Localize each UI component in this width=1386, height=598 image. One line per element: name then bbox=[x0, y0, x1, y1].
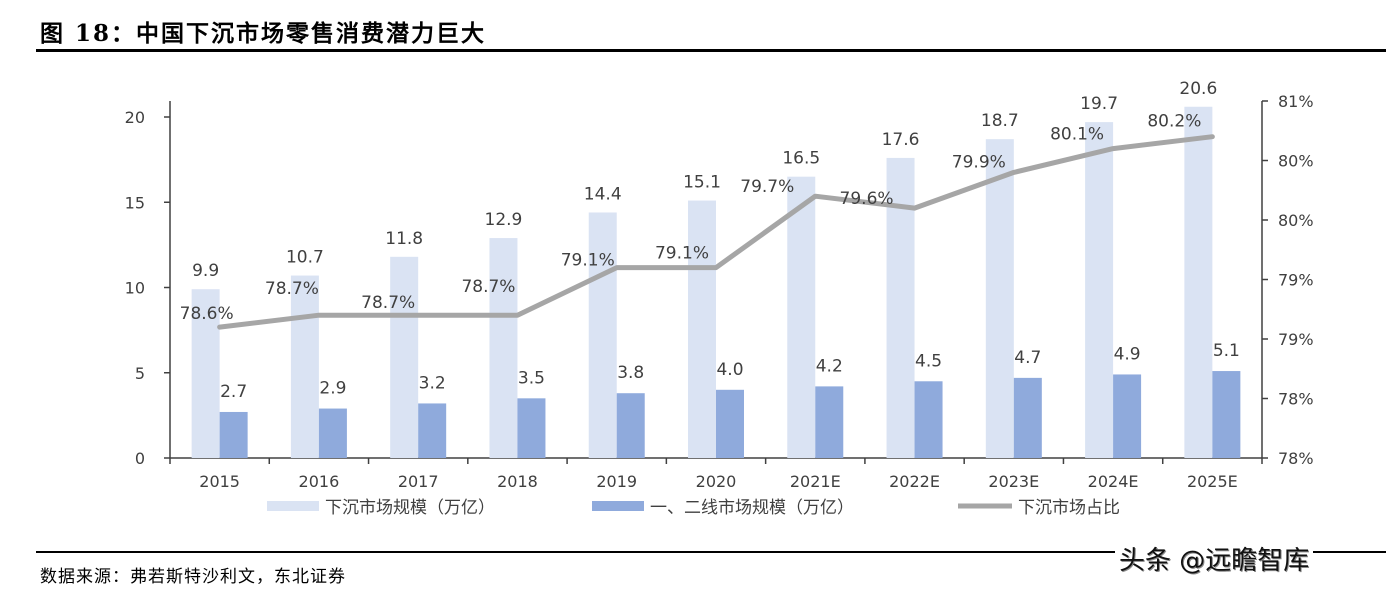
left-tick-label: 0 bbox=[135, 449, 145, 468]
bar-tier12 bbox=[616, 393, 645, 458]
bar-downmarket bbox=[290, 275, 319, 458]
line-label-share: 80.2% bbox=[1147, 112, 1201, 132]
line-label-share: 79.7% bbox=[740, 177, 794, 197]
bar-label-downmarket: 12.9 bbox=[485, 210, 523, 230]
bar-tier12 bbox=[318, 408, 347, 458]
bar-label-downmarket: 17.6 bbox=[882, 130, 920, 150]
bar-label-tier12: 2.7 bbox=[220, 382, 247, 402]
bar-downmarket bbox=[787, 176, 816, 459]
figure-title: 图 18：中国下沉市场零售消费潜力巨大 bbox=[40, 20, 487, 47]
right-tick-label: 79% bbox=[1278, 330, 1314, 349]
bar-label-downmarket: 16.5 bbox=[782, 149, 820, 169]
x-tick-label: 2023E bbox=[988, 472, 1039, 491]
bar-label-downmarket: 15.1 bbox=[683, 173, 721, 193]
line-label-share: 80.1% bbox=[1050, 125, 1104, 145]
bar-downmarket bbox=[1085, 122, 1114, 459]
bar-label-tier12: 3.5 bbox=[518, 368, 545, 388]
right-tick-label: 78% bbox=[1278, 390, 1314, 409]
left-tick-label: 5 bbox=[135, 364, 145, 383]
line-label-share: 79.9% bbox=[952, 152, 1006, 172]
right-tick-label: 80% bbox=[1278, 152, 1314, 171]
x-tick-label: 2020 bbox=[696, 472, 737, 491]
source-note: 数据来源：弗若斯特沙利文，东北证券 bbox=[40, 567, 346, 587]
bar-tier12 bbox=[517, 398, 546, 458]
legend-label-tier12: 一、二线市场规模（万亿） bbox=[650, 498, 854, 518]
bar-tier12 bbox=[1212, 371, 1241, 458]
bar-downmarket bbox=[489, 238, 518, 458]
bar-label-tier12: 3.8 bbox=[617, 363, 644, 383]
legend-swatch-downmarket bbox=[267, 501, 319, 511]
bar-downmarket bbox=[191, 289, 220, 458]
bar-label-downmarket: 10.7 bbox=[286, 248, 324, 268]
line-label-share: 78.7% bbox=[461, 277, 515, 297]
bar-tier12 bbox=[1013, 377, 1042, 458]
line-label-share: 79.6% bbox=[840, 189, 894, 209]
bar-label-downmarket: 14.4 bbox=[584, 184, 622, 204]
bar-downmarket bbox=[390, 256, 419, 458]
bar-downmarket bbox=[588, 212, 617, 458]
left-tick-label: 15 bbox=[125, 193, 145, 212]
legend-label-share: 下沉市场占比 bbox=[1018, 498, 1120, 518]
bar-downmarket bbox=[1184, 106, 1213, 459]
line-label-share: 79.1% bbox=[561, 251, 615, 271]
x-tick-label: 2017 bbox=[398, 472, 439, 491]
bar-downmarket bbox=[985, 139, 1014, 459]
x-tick-label: 2022E bbox=[889, 472, 940, 491]
x-tick-label: 2015 bbox=[199, 472, 240, 491]
bar-label-downmarket: 11.8 bbox=[385, 229, 423, 249]
bar-label-tier12: 4.9 bbox=[1114, 344, 1141, 364]
line-label-share: 78.7% bbox=[361, 293, 415, 313]
x-tick-label: 2016 bbox=[299, 472, 340, 491]
right-tick-label: 80% bbox=[1278, 211, 1314, 230]
top-rule bbox=[36, 49, 1386, 52]
x-tick-label: 2024E bbox=[1088, 472, 1139, 491]
x-tick-label: 2018 bbox=[497, 472, 538, 491]
left-tick-label: 10 bbox=[125, 279, 145, 298]
bottom-rule bbox=[36, 551, 1386, 553]
bar-label-tier12: 4.0 bbox=[716, 360, 743, 380]
bar-tier12 bbox=[418, 403, 447, 458]
right-tick-label: 81% bbox=[1278, 92, 1314, 111]
right-tick-label: 79% bbox=[1278, 271, 1314, 290]
bar-label-tier12: 4.7 bbox=[1014, 348, 1041, 368]
bar-label-tier12: 5.1 bbox=[1213, 341, 1240, 361]
x-tick-label: 2025E bbox=[1187, 472, 1238, 491]
bar-tier12 bbox=[914, 381, 943, 458]
watermark: 头条 @远瞻智库 bbox=[1115, 540, 1314, 577]
bar-tier12 bbox=[1113, 374, 1142, 458]
bar-label-downmarket: 9.9 bbox=[192, 261, 219, 281]
line-label-share: 78.6% bbox=[180, 304, 234, 324]
legend-label-downmarket: 下沉市场规模（万亿） bbox=[325, 498, 495, 518]
line-label-share: 79.1% bbox=[655, 244, 709, 264]
bar-label-downmarket: 20.6 bbox=[1179, 79, 1217, 99]
bar-label-downmarket: 18.7 bbox=[981, 111, 1019, 131]
bar-label-tier12: 4.5 bbox=[915, 351, 942, 371]
bar-tier12 bbox=[815, 386, 844, 458]
bar-label-downmarket: 19.7 bbox=[1080, 94, 1118, 114]
bar-tier12 bbox=[219, 411, 248, 458]
x-tick-label: 2021E bbox=[790, 472, 841, 491]
left-tick-label: 20 bbox=[125, 108, 145, 127]
right-tick-label: 78% bbox=[1278, 449, 1314, 468]
legend-swatch-tier12 bbox=[592, 501, 644, 511]
bar-downmarket bbox=[688, 200, 716, 459]
bar-label-tier12: 2.9 bbox=[319, 379, 346, 399]
line-label-share: 78.7% bbox=[265, 279, 319, 299]
x-tick-label: 2019 bbox=[596, 472, 637, 491]
bar-label-tier12: 4.2 bbox=[816, 356, 843, 376]
bar-label-tier12: 3.2 bbox=[419, 373, 446, 393]
bar-tier12 bbox=[716, 389, 744, 458]
